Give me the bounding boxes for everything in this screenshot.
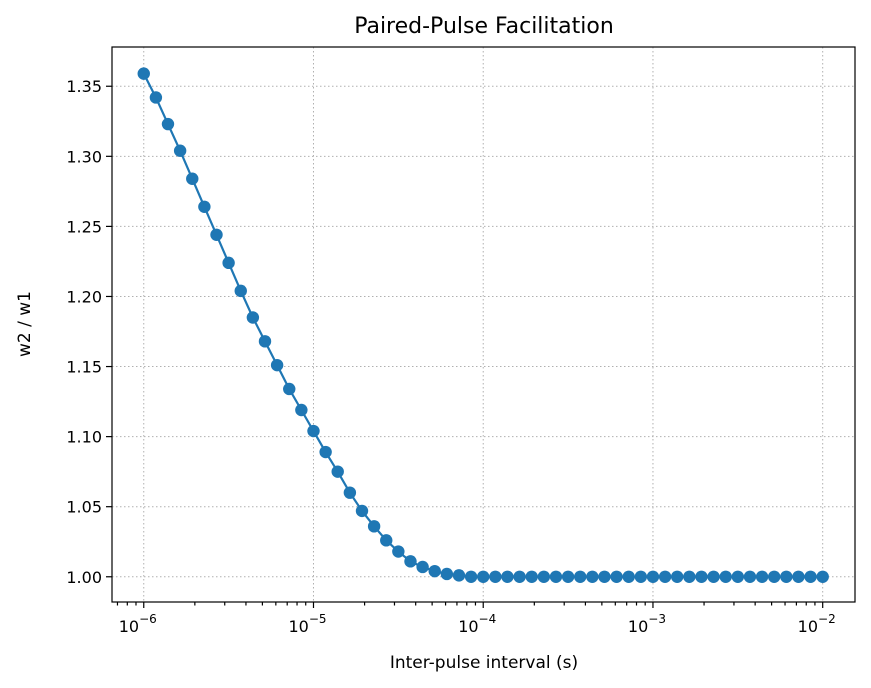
data-point — [234, 284, 247, 298]
data-point — [367, 520, 381, 533]
data-point — [198, 200, 211, 213]
series-line — [142, 73, 823, 578]
y-tick-label: 1.35 — [66, 77, 102, 96]
data-point — [683, 570, 696, 583]
data-point — [719, 570, 732, 583]
x-tick-exponent: −5 — [309, 612, 327, 626]
y-tick-label: 1.25 — [66, 217, 102, 236]
grid-lines — [112, 47, 855, 602]
data-point — [161, 117, 175, 131]
data-point — [222, 256, 235, 270]
data-point — [452, 569, 466, 582]
data-point — [513, 570, 526, 583]
x-tick-base: 10 — [628, 617, 648, 636]
data-point — [307, 424, 320, 438]
chart-title: Paired-Pulse Facilitation — [354, 14, 614, 39]
data-point — [792, 570, 805, 583]
data-point — [440, 567, 454, 581]
data-point — [634, 570, 648, 583]
x-tick-exponent: −4 — [479, 612, 497, 626]
data-point — [743, 570, 757, 583]
data-point — [428, 564, 441, 578]
data-point — [343, 486, 357, 499]
data-point — [283, 382, 296, 396]
data-point — [331, 465, 344, 478]
data-point — [598, 570, 611, 583]
data-point — [137, 67, 150, 80]
x-tick-exponent: −2 — [818, 612, 836, 626]
data-point — [186, 172, 199, 185]
x-tick-base: 10 — [458, 617, 478, 636]
y-tick-label: 1.15 — [66, 358, 102, 377]
x-axis-label: Inter-pulse interval (s) — [390, 653, 578, 673]
data-point — [586, 570, 599, 583]
y-tick-label: 1.05 — [66, 498, 102, 517]
data-point — [355, 504, 369, 518]
data-point — [804, 570, 817, 583]
x-tick-label: 10−6 — [119, 612, 157, 636]
y-tick-label: 1.00 — [66, 568, 102, 587]
x-tick-label: 10−2 — [798, 612, 836, 636]
data-point — [319, 445, 332, 459]
data-point — [695, 570, 708, 583]
y-axis-ticks: 1.00 1.05 1.10 1.15 1.20 1.25 1.30 1.35 — [66, 77, 112, 587]
x-tick-exponent: −6 — [139, 612, 157, 626]
data-point — [404, 555, 417, 568]
y-tick-label: 1.30 — [66, 147, 102, 166]
plot-frame — [111, 46, 856, 603]
data-point — [549, 570, 563, 583]
data-point — [258, 335, 272, 348]
y-axis-label: w2 / w1 — [15, 291, 35, 357]
data-point — [380, 534, 393, 547]
data-point — [392, 545, 405, 558]
data-point — [295, 403, 308, 417]
x-tick-base: 10 — [119, 617, 139, 636]
data-point — [767, 570, 781, 583]
data-point — [816, 570, 829, 583]
data-point — [501, 570, 514, 583]
x-tick-label: 10−3 — [628, 612, 666, 636]
data-point — [149, 91, 163, 104]
y-tick-label: 1.20 — [66, 287, 102, 306]
data-point — [246, 311, 260, 324]
data-point — [731, 570, 745, 583]
data-point — [610, 570, 623, 583]
data-point — [707, 570, 720, 583]
data-point — [477, 570, 490, 583]
data-point — [670, 570, 684, 583]
x-tick-base: 10 — [798, 617, 818, 636]
data-series — [137, 67, 829, 583]
x-tick-label: 10−5 — [288, 612, 326, 636]
data-point — [464, 570, 478, 583]
data-point — [622, 570, 635, 583]
x-axis-ticks: 10−6 10−5 10−4 10−3 10−2 — [116, 602, 836, 636]
data-point — [755, 570, 769, 583]
x-tick-label: 10−4 — [458, 612, 496, 636]
data-point — [270, 358, 284, 372]
data-point — [780, 570, 793, 583]
data-point — [537, 570, 551, 583]
x-tick-exponent: −3 — [648, 612, 666, 626]
data-point — [525, 570, 538, 583]
x-tick-base: 10 — [288, 617, 308, 636]
data-point — [416, 560, 429, 574]
y-tick-label: 1.10 — [66, 428, 102, 447]
data-point — [561, 570, 575, 583]
data-point — [646, 570, 660, 583]
data-point — [173, 144, 187, 157]
data-point — [210, 228, 223, 242]
data-point — [658, 570, 672, 583]
data-point — [489, 570, 502, 583]
data-point — [574, 570, 587, 583]
